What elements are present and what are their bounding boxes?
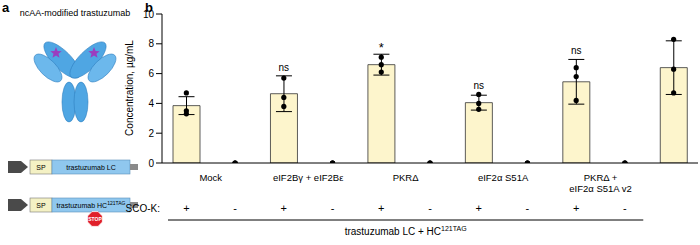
- svg-text:+: +: [476, 202, 482, 214]
- svg-text:SP: SP: [36, 164, 46, 171]
- svg-text:-: -: [233, 202, 237, 214]
- svg-text:-: -: [623, 202, 627, 214]
- svg-text:0: 0: [148, 158, 154, 169]
- svg-text:ns: ns: [279, 62, 290, 73]
- svg-text:eIF2α S51A v2: eIF2α S51A v2: [569, 183, 632, 194]
- svg-text:Concentration, µg/mL: Concentration, µg/mL: [124, 40, 135, 136]
- svg-text:PKRΔ: PKRΔ: [393, 172, 420, 183]
- svg-text:trastuzumab LC: trastuzumab LC: [66, 164, 115, 171]
- svg-text:Mock: Mock: [199, 172, 222, 183]
- svg-text:SCO-K:: SCO-K:: [126, 203, 160, 214]
- svg-text:-: -: [331, 202, 335, 214]
- svg-text:a: a: [2, 0, 10, 15]
- svg-text:+: +: [281, 202, 287, 214]
- svg-text:-: -: [526, 202, 530, 214]
- svg-text:-: -: [428, 202, 432, 214]
- svg-text:ncAA-modified trastuzumab: ncAA-modified trastuzumab: [20, 8, 131, 18]
- svg-text:+: +: [183, 202, 189, 214]
- svg-text:2: 2: [148, 128, 154, 139]
- svg-text:eIF2Bγ + eIF2Bε: eIF2Bγ + eIF2Bε: [273, 172, 344, 183]
- svg-text:ns: ns: [473, 80, 484, 91]
- svg-text:ns: ns: [571, 45, 582, 56]
- svg-text:*: *: [379, 40, 384, 55]
- svg-text:eIF2α S51A: eIF2α S51A: [478, 172, 529, 183]
- svg-text:PKRΔ +: PKRΔ +: [584, 172, 618, 183]
- svg-text:STOP: STOP: [88, 216, 102, 222]
- svg-text:10: 10: [143, 9, 155, 20]
- svg-text:6: 6: [148, 68, 154, 79]
- svg-text:8: 8: [148, 38, 154, 49]
- svg-text:trastuzumab LC + HC121TAG: trastuzumab LC + HC121TAG: [345, 225, 467, 237]
- svg-text:b: b: [145, 0, 153, 15]
- svg-text:4: 4: [148, 98, 154, 109]
- svg-text:+: +: [378, 202, 384, 214]
- svg-text:SP: SP: [36, 202, 46, 209]
- svg-text:+: +: [573, 202, 579, 214]
- svg-text:trastuzumab HC121TAG: trastuzumab HC121TAG: [57, 200, 126, 209]
